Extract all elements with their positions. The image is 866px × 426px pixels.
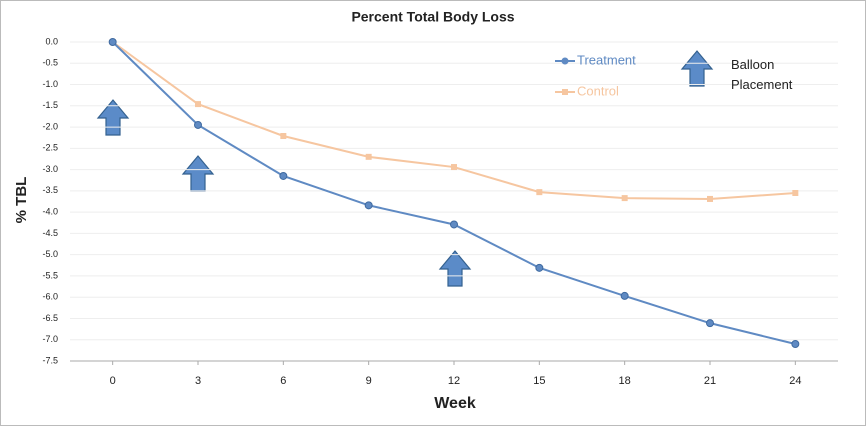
legend-label: Treatment [577, 52, 636, 67]
y-tick-label: -2.0 [42, 121, 58, 131]
point [280, 132, 287, 139]
y-tick-label: -4.5 [42, 228, 58, 238]
chart-title: Percent Total Body Loss [351, 9, 514, 25]
point [792, 189, 799, 196]
point [279, 171, 288, 180]
y-tick-label: -0.5 [42, 58, 58, 68]
x-tick-label: 21 [704, 375, 716, 387]
point [365, 153, 372, 160]
y-tick-label: -3.5 [42, 185, 58, 195]
x-tick-label: 9 [366, 375, 372, 387]
y-tick-label: -1.5 [42, 100, 58, 110]
legend-marker [561, 57, 569, 65]
point [707, 195, 713, 202]
point [364, 201, 373, 210]
y-tick-label: -5.5 [42, 270, 58, 280]
arrow-icon [96, 99, 130, 136]
legend-arrow-icon [680, 50, 714, 87]
arrow-icon [181, 155, 215, 192]
point [706, 319, 714, 328]
x-tick-label: 12 [448, 375, 460, 387]
x-tick-label: 0 [110, 375, 116, 387]
y-axis-label: % TBL [13, 177, 30, 224]
y-tick-label: -7.5 [42, 355, 58, 365]
point [621, 195, 628, 202]
legend-marker [562, 89, 568, 95]
y-tick-label: 0.0 [45, 36, 58, 46]
legend-label: Control [577, 83, 619, 98]
point [195, 101, 201, 108]
point [536, 189, 543, 196]
y-tick-label: -6.0 [42, 292, 58, 302]
point [108, 38, 117, 46]
point [194, 120, 202, 129]
arrow-icon [438, 250, 472, 287]
y-tick-label: -7.0 [42, 334, 58, 344]
point [451, 164, 457, 171]
y-tick-label: -6.5 [42, 313, 58, 323]
x-tick-label: 15 [533, 375, 545, 387]
x-tick-label: 3 [195, 375, 201, 387]
x-tick-label: 24 [789, 375, 801, 387]
x-axis-label: Week [434, 395, 476, 412]
y-tick-label: -2.5 [42, 143, 58, 153]
x-tick-label: 6 [280, 375, 286, 387]
y-tick-label: -4.0 [42, 207, 58, 217]
point [450, 220, 458, 229]
annotation: Balloon Placement [731, 57, 793, 92]
y-tick-label: -3.0 [42, 164, 58, 174]
x-tick-label: 18 [619, 375, 631, 387]
point [620, 291, 629, 300]
y-tick-label: -1.0 [42, 79, 58, 89]
y-tick-label: -5.0 [42, 249, 58, 259]
point [791, 339, 800, 348]
point [535, 263, 544, 272]
